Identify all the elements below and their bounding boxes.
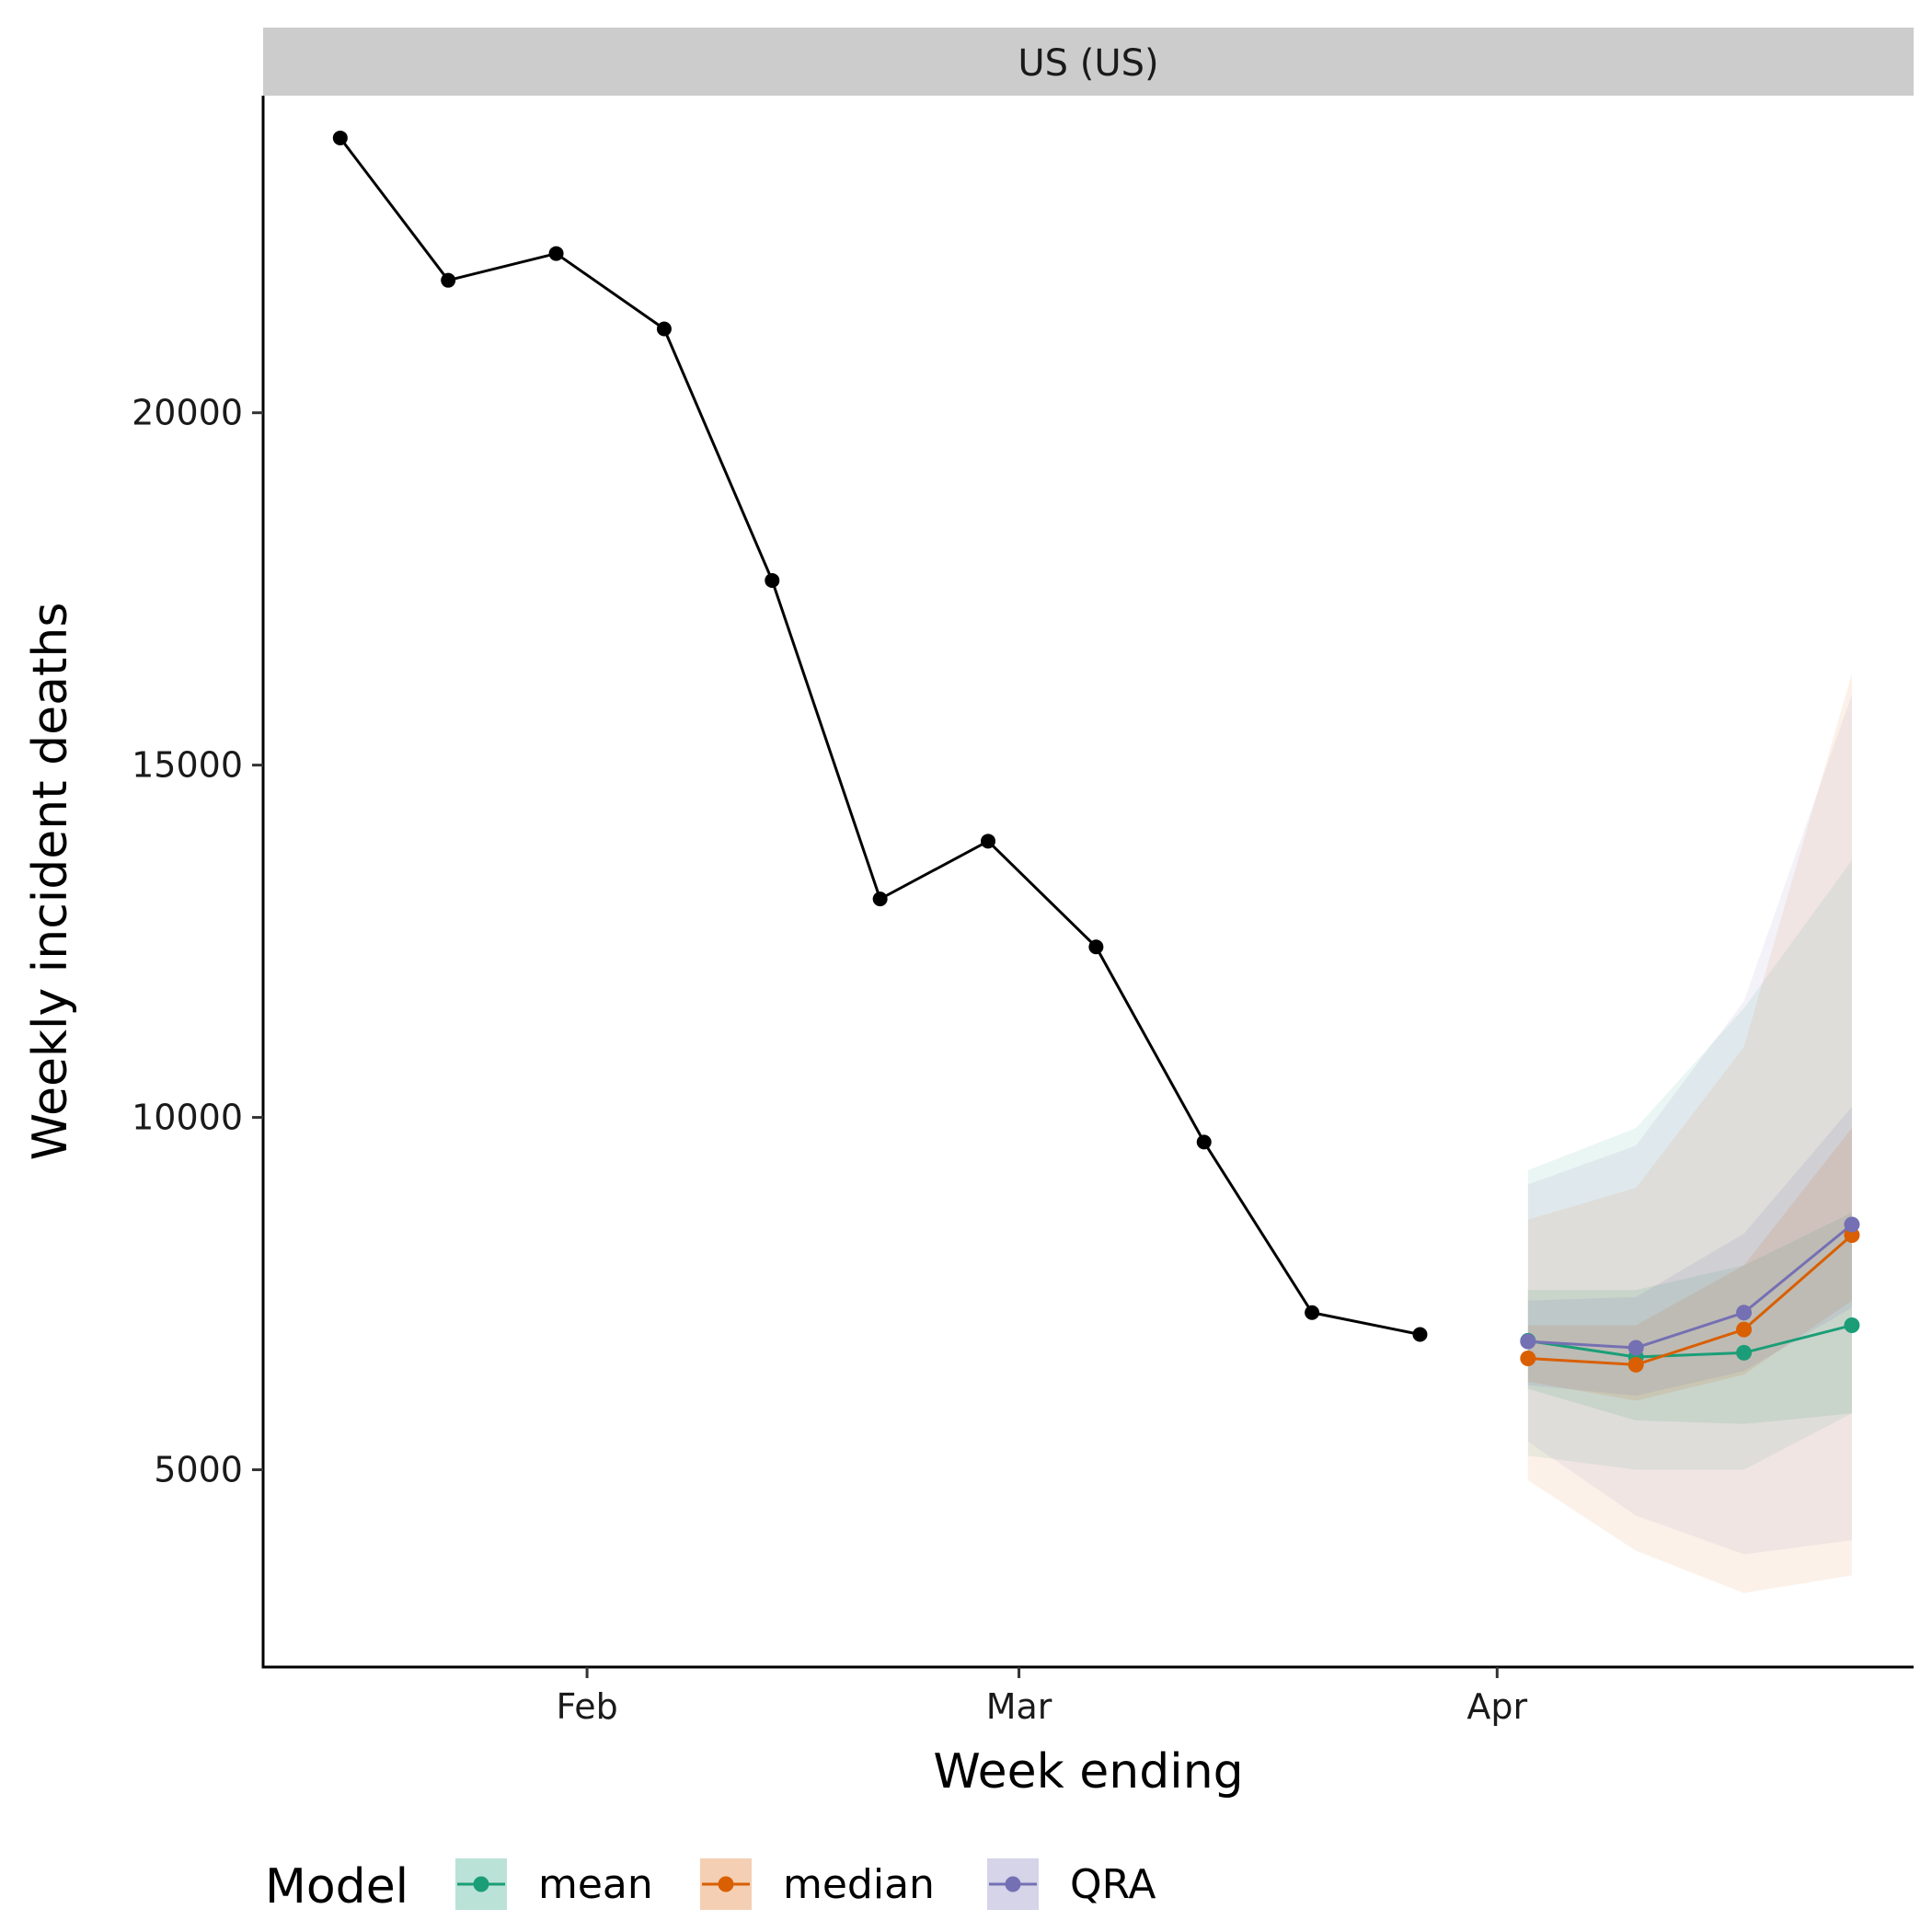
y-tick-label: 10000 — [132, 1098, 243, 1138]
observed-line — [339, 137, 1420, 1336]
y-tick-label: 20000 — [132, 393, 243, 433]
observed-point — [656, 321, 672, 337]
observed-point — [548, 246, 564, 261]
legend: Model mean median QRA — [265, 1858, 1156, 1915]
band-QRA-inner — [1527, 1107, 1852, 1397]
observed-point — [1088, 939, 1104, 955]
band-mean-inner — [1527, 1212, 1852, 1424]
point-median — [1627, 1356, 1644, 1373]
observed-point — [981, 834, 996, 849]
band-median-inner — [1527, 1128, 1852, 1401]
x-axis-ticks: Feb Mar Apr — [556, 1667, 1528, 1727]
observed-point — [332, 130, 348, 145]
facet-strip — [263, 28, 1914, 96]
observed-point — [1196, 1134, 1212, 1150]
band-mean-outer — [1527, 860, 1852, 1470]
series-points — [332, 130, 1860, 1373]
legend-key-point — [1005, 1876, 1021, 1892]
line-median — [1527, 1234, 1853, 1366]
y-tick-label: 15000 — [132, 745, 243, 786]
legend-item-mean: mean — [455, 1858, 653, 1910]
point-median — [1520, 1351, 1536, 1367]
facet-label: US (US) — [1018, 42, 1158, 85]
observed-point — [872, 891, 888, 907]
x-axis-title: Week ending — [933, 1744, 1243, 1800]
point-mean — [1844, 1317, 1860, 1334]
legend-label-QRA: QRA — [1070, 1861, 1156, 1908]
y-tick-label: 5000 — [154, 1450, 243, 1490]
line-QRA — [1527, 1223, 1853, 1350]
band-QRA-outer — [1527, 695, 1852, 1555]
forecast-bands — [1527, 673, 1852, 1593]
x-tick-label: Apr — [1466, 1686, 1527, 1727]
point-QRA — [1736, 1305, 1753, 1321]
point-mean — [1736, 1344, 1753, 1361]
legend-item-median: median — [700, 1858, 935, 1910]
point-QRA — [1844, 1216, 1860, 1233]
x-tick-label: Feb — [556, 1686, 617, 1727]
x-tick-label: Mar — [986, 1686, 1052, 1727]
line-mean — [1527, 1324, 1853, 1359]
legend-label-mean: mean — [538, 1861, 653, 1908]
point-median — [1736, 1321, 1753, 1338]
y-axis-ticks: 5000 10000 15000 20000 — [132, 393, 263, 1490]
legend-key-point — [473, 1876, 489, 1892]
observed-point — [765, 572, 780, 588]
y-axis-title: Weekly incident deaths — [23, 603, 78, 1161]
observed-point — [441, 272, 456, 288]
legend-title: Model — [265, 1859, 408, 1915]
legend-item-QRA: QRA — [987, 1858, 1156, 1910]
legend-key-point — [718, 1876, 734, 1892]
point-QRA — [1520, 1333, 1536, 1350]
legend-label-median: median — [783, 1861, 935, 1908]
observed-point — [1412, 1327, 1428, 1342]
point-QRA — [1627, 1340, 1644, 1356]
observed-point — [1305, 1305, 1320, 1320]
